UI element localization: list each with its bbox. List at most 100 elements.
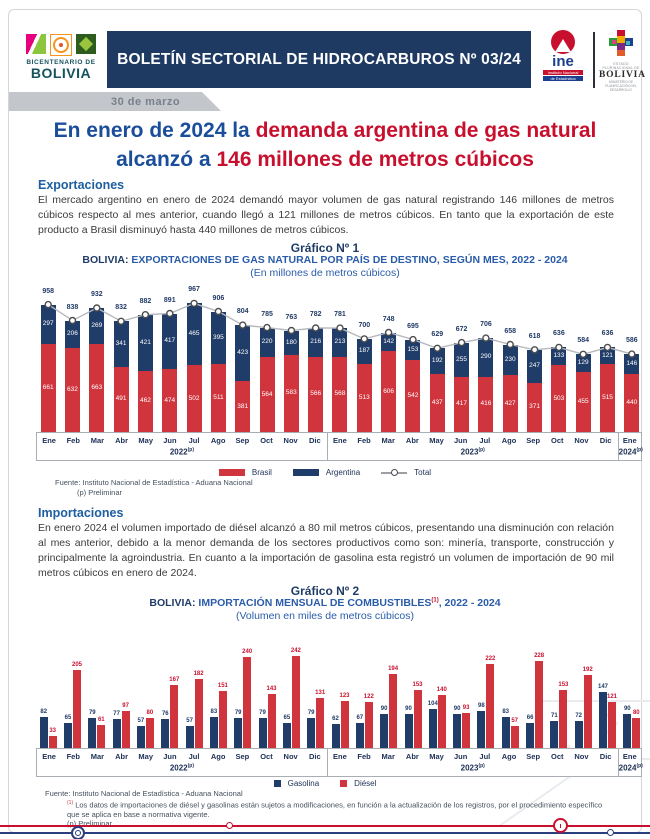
gasolina-value-label: 79: [234, 710, 242, 716]
gasolina-bar: [39, 716, 48, 748]
month-label: Nov: [574, 436, 589, 445]
gasolina-bar: [136, 726, 145, 748]
month-label: May: [429, 436, 444, 445]
diesel-value-label: 123: [339, 693, 350, 700]
gasolina-value-label: 147: [597, 684, 608, 691]
total-value-label: 586: [625, 337, 638, 345]
diesel-bar: [413, 689, 422, 748]
chart1-subtitle: BOLIVIA: EXPORTACIONES DE GAS NATURAL PO…: [82, 254, 568, 266]
brasil-value-label: 513: [358, 393, 370, 401]
diesel-bar: [316, 698, 325, 748]
brasil-value-label: 502: [188, 394, 200, 402]
bar-column: 515 121 636: [595, 276, 619, 432]
gasolina-bar: [209, 716, 218, 748]
gear-icon: [71, 826, 85, 839]
chart1-source-line1: Fuente: Instituto Nacional de Estadístic…: [55, 478, 253, 487]
diesel-value-label: 182: [193, 670, 204, 677]
ine-wordmark: ine: [552, 53, 574, 70]
diesel-bar: [583, 675, 592, 748]
total-value-label: 781: [334, 311, 346, 319]
brasil-value-label: 503: [553, 394, 565, 402]
brasil-bar-segment: [40, 344, 56, 432]
bar-column: 583 180 763: [279, 276, 303, 432]
gasolina-value-label: 83: [210, 708, 218, 715]
total-value-label: 882: [139, 297, 152, 305]
argentina-bar-segment: [624, 354, 640, 374]
brasil-value-label: 437: [431, 398, 443, 406]
bar-column: 661 297 958: [36, 276, 60, 432]
total-value-label: 906: [212, 294, 225, 302]
argentina-bar-segment: [575, 354, 591, 372]
gasolina-bar: [477, 710, 486, 748]
argentina-value-label: 133: [553, 352, 565, 360]
gasolina-value-label: 76: [161, 711, 169, 718]
gasolina-value-label: 104: [427, 700, 438, 707]
total-value-label: 891: [163, 296, 176, 304]
bar-column: 437 192 629: [425, 276, 449, 432]
gasolina-value-label: 79: [88, 710, 96, 716]
brasil-value-label: 568: [334, 390, 346, 398]
ine-sub2: de Estadística: [543, 76, 583, 81]
bar-column: 417 255 672: [449, 276, 473, 432]
month-label: Jul: [188, 436, 200, 445]
month-label: Dic: [308, 752, 321, 761]
brasil-value-label: 511: [213, 394, 224, 401]
month-label: Sep: [235, 436, 250, 445]
diesel-legend-swatch: [340, 780, 348, 787]
brasil-value-label: 566: [310, 390, 322, 398]
gasolina-value-label: 98: [478, 702, 485, 709]
argentina-value-label: 206: [67, 330, 78, 338]
brasil-value-label: 381: [237, 402, 249, 410]
total-legend-label: Total: [414, 468, 432, 477]
diesel-value-label: 131: [315, 690, 326, 697]
diesel-bar: [243, 656, 252, 748]
diesel-value-label: 242: [290, 648, 301, 654]
chart2-source-line3: (p) Preliminar: [67, 819, 113, 828]
brasil-value-label: 515: [602, 393, 613, 401]
month-label: Feb: [66, 752, 80, 761]
bicentenario-icon-1: [26, 34, 46, 54]
diesel-bar: [389, 674, 398, 748]
month-label: May: [138, 752, 153, 761]
gasolina-value-label: 62: [332, 716, 339, 723]
ine-logo: ine Instituto Nacional de Estadística: [537, 30, 589, 90]
bicentenario-text-top: BICENTENARIO DE: [26, 59, 96, 66]
month-label: Abr: [115, 752, 128, 761]
gasolina-bar: [64, 723, 72, 748]
total-value-label: 695: [407, 322, 419, 330]
bolivia-sub-text: MINISTERIO DE PLANIFICACIÓN DEL DESARROL…: [605, 80, 637, 92]
diesel-bar: [340, 701, 349, 748]
gasolina-bar: [161, 719, 170, 748]
argentina-value-label: 465: [188, 330, 200, 338]
argentina-value-label: 142: [383, 338, 395, 345]
importaciones-paragraph: En enero 2024 el volumen importado de di…: [38, 522, 614, 579]
gasolina-value-label: 90: [380, 705, 388, 712]
diesel-value-label: 143: [266, 685, 277, 692]
footer-blue-line: [0, 832, 650, 834]
chart1-title: Gráfico Nº 1: [290, 241, 360, 255]
month-label: Feb: [357, 752, 371, 761]
brasil-value-label: 371: [529, 403, 540, 411]
argentina-legend-label: Argentina: [325, 468, 361, 477]
total-value-label: 958: [42, 287, 54, 295]
month-label: Abr: [405, 752, 419, 761]
bar-column: 542 153 695: [401, 276, 425, 432]
year-label: 2022(p): [169, 447, 194, 457]
bolivia-wordmark: BOLIVIA: [599, 70, 646, 80]
gasolina-bar: [185, 726, 194, 748]
brasil-bar-segment: [210, 364, 226, 432]
bolivia-state-logo: ESTADO PLURINACIONAL DE BOLIVIA MINISTER…: [599, 30, 646, 92]
diesel-bar: [170, 684, 179, 748]
chart1-source: Fuente: Instituto Nacional de Estadístic…: [55, 478, 253, 497]
argentina-bar-segment: [527, 349, 543, 383]
diesel-legend-label: Diésel: [354, 779, 377, 788]
chart2-plot: 82 33 65 205 79 61 77 97 57 80 76 167 57 182 83 151 79 24…: [36, 624, 644, 748]
diesel-bar: [48, 735, 57, 748]
month-label: Mar: [381, 752, 395, 761]
month-label: Feb: [357, 436, 371, 445]
gasolina-legend-label: Gasolina: [287, 779, 320, 788]
diesel-value-label: 97: [122, 703, 129, 710]
total-value-label: 838: [66, 303, 79, 311]
year-label: 2024(p): [618, 763, 643, 773]
gasolina-bar: [307, 718, 316, 748]
